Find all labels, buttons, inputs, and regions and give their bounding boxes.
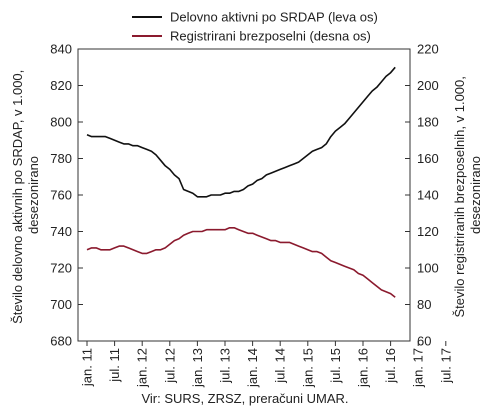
y-axis-left-title-line-2: desezonirano [26, 156, 41, 234]
x-tick-label: jul. 16 [383, 348, 398, 384]
x-tick-label: jan. 15 [300, 348, 315, 388]
y-right-tick-label: 60 [417, 334, 431, 349]
y-axis-right-title-line-2: desezonirano [468, 156, 483, 234]
y-left-tick-label: 840 [50, 42, 72, 57]
x-tick-label: jul. 17 [438, 348, 453, 384]
series-line-registrirani-brezposelni [86, 227, 396, 298]
x-tick-label: jan. 12 [135, 348, 150, 388]
y-axis-right-title-line-1: Število registriranih brezposelnih, v 1.… [452, 76, 467, 317]
y-axis-right-ticks: 60 80 100 120 140 160 180 200 220 [405, 42, 439, 349]
series-lines [86, 66, 396, 298]
x-tick-label: jul. 12 [162, 348, 177, 384]
x-tick-label: jan. 13 [190, 348, 205, 388]
y-left-tick-label: 760 [50, 188, 72, 203]
x-tick-label: jan. 17 [411, 348, 426, 388]
y-left-tick-label: 720 [50, 261, 72, 276]
series-line-delovno-aktivni [86, 66, 396, 198]
y-right-tick-label: 120 [417, 224, 439, 239]
y-axis-left-title: Število delovno aktivnih po SRDAP, v 1.0… [10, 66, 41, 324]
y-left-tick-label: 700 [50, 297, 72, 312]
source-note: Vir: SURS, ZRSZ, preračuni UMAR. [141, 391, 348, 406]
x-tick-label: jul. 14 [273, 348, 288, 384]
y-left-tick-label: 680 [50, 334, 72, 349]
y-right-tick-label: 180 [417, 115, 439, 130]
y-right-tick-label: 140 [417, 188, 439, 203]
y-right-tick-label: 220 [417, 42, 439, 57]
y-right-tick-label: 100 [417, 261, 439, 276]
x-tick-label: jul. 11 [107, 348, 122, 383]
legend: Delovno aktivni po SRDAP (leva os) Regist… [132, 10, 378, 44]
legend-label: Delovno aktivni po SRDAP (leva os) [170, 10, 378, 25]
y-right-tick-label: 80 [417, 297, 431, 312]
x-tick-label: jul. 13 [218, 348, 233, 384]
y-left-tick-label: 800 [50, 115, 72, 130]
plot-area-frame [77, 48, 411, 342]
y-right-tick-label: 160 [417, 151, 439, 166]
x-axis-ticks: jan. 11 jul. 11 jan. 12 jul. 12 jan. 13 jul. … [80, 341, 453, 388]
y-axis-right-title: Število registriranih brezposelnih, v 1.… [452, 73, 483, 318]
x-tick-label: jan. 14 [245, 348, 260, 388]
x-tick-label: jul. 15 [328, 348, 343, 384]
y-left-tick-label: 740 [50, 224, 72, 239]
y-left-tick-label: 820 [50, 78, 72, 93]
y-left-tick-label: 780 [50, 151, 72, 166]
x-tick-label: jan. 16 [356, 348, 371, 388]
x-tick-label: jan. 11 [80, 348, 95, 387]
y-axis-left-title-line-1: Število delovno aktivnih po SRDAP, v 1.0… [10, 70, 25, 324]
legend-label: Registrirani brezposelni (desna os) [170, 29, 371, 44]
y-right-tick-label: 200 [417, 78, 439, 93]
y-axis-left-ticks: 680 700 720 740 760 780 800 820 840 [50, 42, 83, 349]
